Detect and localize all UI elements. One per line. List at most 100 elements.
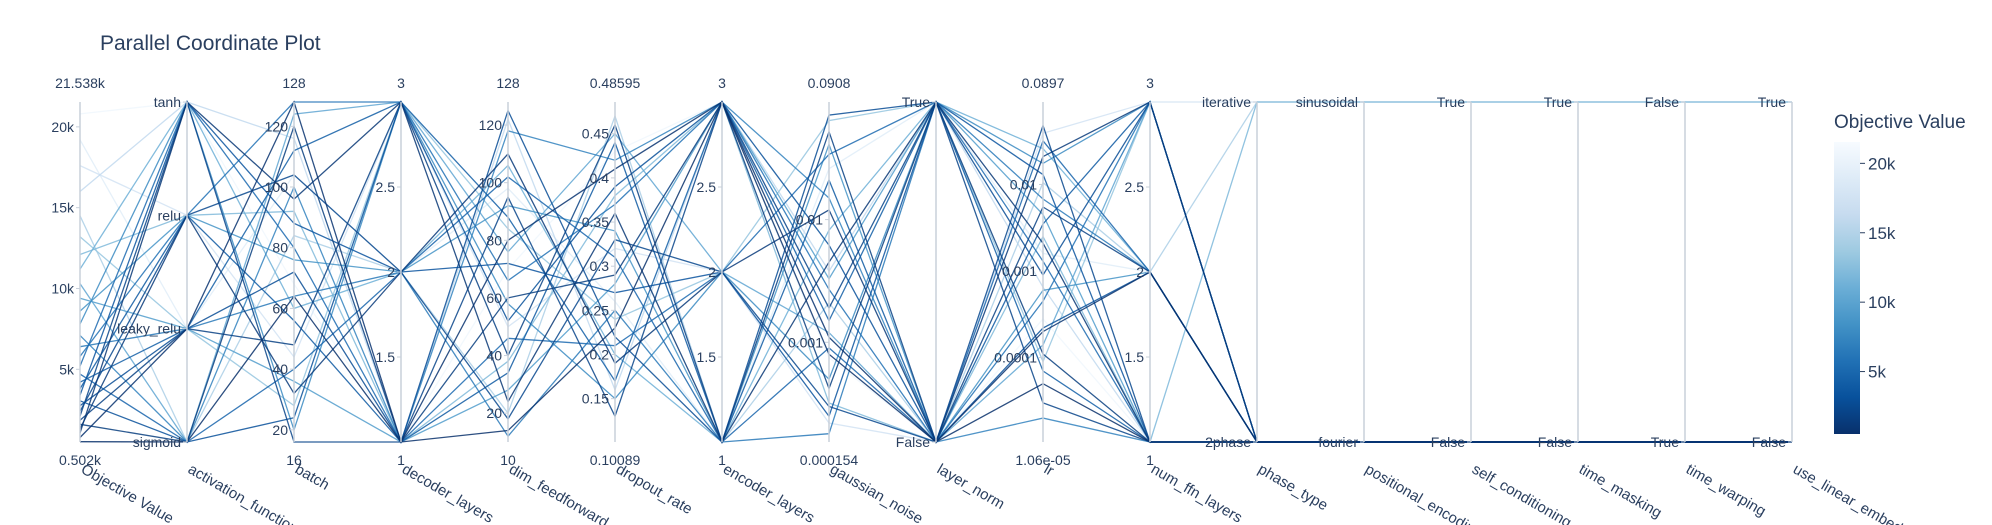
axis-label: self_conditioning	[1469, 461, 1574, 525]
axis-positional-encoding[interactable]: fourier sinusoidal positional_encoding	[1296, 94, 1486, 525]
axis-label: time_masking	[1576, 461, 1665, 522]
tick-label: fourier	[1318, 434, 1358, 450]
axis-label: positional_encoding	[1362, 461, 1485, 525]
tick-label: True	[1437, 94, 1465, 110]
tick-label: sigmoid	[133, 434, 181, 450]
colorbar-tick-label: 15k	[1868, 224, 1896, 243]
tick-label: 1.5	[376, 349, 396, 365]
tick-label: 10k	[51, 280, 75, 296]
tick-label: 80	[486, 232, 502, 248]
colorbar: Objective Value 5k 10k 15k 20k	[1834, 112, 1966, 434]
tick-label: 0.01	[796, 212, 823, 228]
tick-label: 0.45	[582, 126, 609, 142]
tick-label: False	[1645, 94, 1679, 110]
axis-label: activation_function	[185, 461, 301, 525]
tick-label: 0.4	[590, 170, 610, 186]
tick-label: 20k	[51, 119, 75, 135]
tick-label: 2phase	[1205, 434, 1251, 450]
range-min-label: 1	[1146, 452, 1154, 468]
tick-label: False	[1538, 434, 1572, 450]
colorbar-tick-label: 10k	[1868, 293, 1896, 312]
axis-Objective Value[interactable]: 5k 10k 15k 20k 21.538k 0.502kObjective Value	[51, 75, 176, 525]
tick-label: 100	[265, 179, 289, 195]
range-max-label: 3	[397, 75, 405, 91]
tick-label: 1.5	[697, 349, 717, 365]
axis-label: decoder_layers	[399, 461, 496, 525]
tick-label: False	[896, 434, 930, 450]
axis-layer-norm[interactable]: False True layer_norm	[896, 94, 1008, 513]
range-min-label: 0.10089	[590, 452, 641, 468]
colorbar-title: Objective Value	[1834, 112, 1966, 133]
tick-label: 120	[479, 117, 503, 133]
tick-label: 2	[708, 264, 716, 280]
tick-label: True	[902, 94, 930, 110]
axis-phase-type[interactable]: 2phase iterative phase_type	[1202, 94, 1331, 514]
tick-label: 5k	[59, 361, 75, 377]
tick-label: 60	[486, 290, 502, 306]
tick-label: 40	[272, 361, 288, 377]
axis-time-masking[interactable]: False True time_masking	[1538, 94, 1665, 522]
axis-label: phase_type	[1255, 461, 1331, 515]
range-min-label: 0.000154	[800, 452, 859, 468]
range-max-label: 0.48595	[590, 75, 641, 91]
axis-label: encoder_layers	[720, 461, 817, 525]
range-min-label: 1	[718, 452, 726, 468]
tick-label: 2.5	[376, 179, 396, 195]
range-min-label: 16	[286, 452, 302, 468]
axis-label: time_warping	[1683, 461, 1769, 520]
tick-label: True	[1758, 94, 1786, 110]
tick-label: 0.001	[788, 334, 823, 350]
tick-label: 2.5	[697, 179, 717, 195]
tick-label: 1.5	[1125, 349, 1145, 365]
tick-label: False	[1431, 434, 1465, 450]
axis-dropout-rate[interactable]: 0.15 0.2 0.25 0.3 0.35 0.4 0.45 0.48595 0.10089d…	[582, 75, 695, 518]
range-max-label: 21.538k	[55, 75, 106, 91]
axis-label: use_linear_embedding	[1790, 461, 1930, 525]
axis-self-conditioning[interactable]: False True self_conditioning	[1431, 94, 1575, 525]
tick-label: 0.3	[590, 258, 610, 274]
axis-time-warping[interactable]: True False time_warping	[1645, 94, 1769, 520]
colorbar-tick-label: 20k	[1868, 154, 1896, 173]
range-min-label: 1	[397, 452, 405, 468]
tick-label: sinusoidal	[1296, 94, 1358, 110]
axis-label: num_ffn_layers	[1148, 461, 1245, 525]
tick-label: 2.5	[1125, 179, 1145, 195]
range-min-label: 0.502k	[59, 452, 102, 468]
range-max-label: 128	[282, 75, 306, 91]
axis-label: gaussian_noise	[827, 461, 926, 525]
range-max-label: 0.0897	[1022, 75, 1065, 91]
axis-label: batch	[292, 461, 332, 494]
axis-label: Objective Value	[78, 461, 177, 525]
range-max-label: 128	[496, 75, 520, 91]
tick-label: 120	[265, 118, 289, 134]
tick-label: 100	[479, 175, 503, 191]
tick-label: 0.25	[582, 302, 609, 318]
colorbar-gradient	[1834, 142, 1860, 434]
tick-label: False	[1752, 434, 1786, 450]
tick-label: relu	[158, 207, 181, 223]
tick-label: True	[1651, 434, 1679, 450]
range-max-label: 3	[1146, 75, 1154, 91]
range-max-label: 3	[718, 75, 726, 91]
tick-label: 40	[486, 348, 502, 364]
tick-label: 0.35	[582, 214, 609, 230]
axis-label: dim_feedforward	[506, 461, 611, 525]
tick-label: 2	[1136, 264, 1144, 280]
tick-label: 0.0001	[994, 350, 1037, 366]
tick-label: 0.15	[582, 391, 609, 407]
tick-label: 60	[272, 300, 288, 316]
tick-label: 0.01	[1010, 176, 1037, 192]
tick-label: 0.001	[1002, 263, 1037, 279]
tick-label: iterative	[1202, 94, 1251, 110]
tick-label: True	[1544, 94, 1572, 110]
range-max-label: 0.0908	[808, 75, 851, 91]
axis-label: dropout_rate	[613, 461, 695, 518]
tick-label: 2	[387, 264, 395, 280]
range-min-label: 10	[500, 452, 516, 468]
tick-label: 20	[486, 405, 502, 421]
